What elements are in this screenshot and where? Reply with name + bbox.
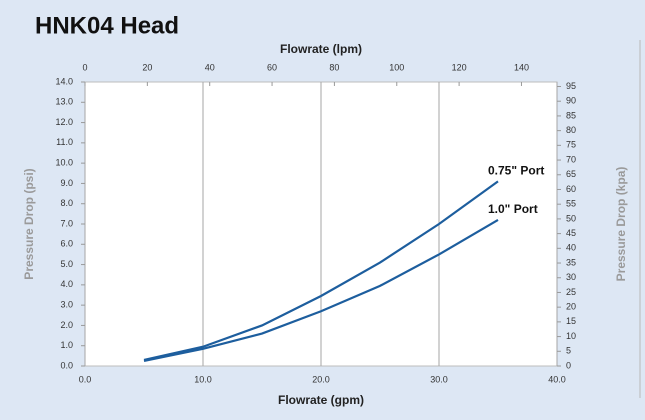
x-tick-label: 0.0: [79, 374, 92, 384]
y2-tick-label: 65: [566, 169, 576, 179]
y-tick-label: 14.0: [55, 76, 73, 86]
y2-tick-label: 50: [566, 213, 576, 223]
x2-tick-label: 80: [329, 62, 339, 72]
series-label: 0.75" Port: [488, 164, 544, 178]
y2-tick-label: 15: [566, 316, 576, 326]
y-tick-label: 11.0: [56, 137, 73, 147]
y-tick-label: 12.0: [55, 117, 73, 127]
series-label: 1.0" Port: [488, 202, 538, 216]
y2-tick-label: 55: [566, 199, 576, 209]
x2-tick-label: 20: [142, 62, 152, 72]
x2-tick-label: 40: [205, 62, 215, 72]
y-tick-label: 6.0: [60, 239, 73, 249]
y-tick-label: 13.0: [55, 97, 73, 107]
y-tick-label: 1.0: [60, 340, 73, 350]
y-tick-label: 0.0: [60, 360, 73, 370]
x-tick-label: 30.0: [430, 374, 448, 384]
x2-tick-label: 60: [267, 62, 277, 72]
y2-tick-label: 25: [566, 287, 576, 297]
y2-tick-label: 95: [566, 81, 576, 91]
y-tick-label: 5.0: [60, 259, 73, 269]
y2-tick-label: 0: [566, 360, 571, 370]
x2-axis-label: Flowrate (lpm): [280, 42, 362, 56]
x-tick-label: 40.0: [548, 374, 566, 384]
x2-tick-label: 0: [82, 62, 87, 72]
x2-tick-label: 120: [452, 62, 467, 72]
x-tick-label: 20.0: [312, 374, 330, 384]
y2-tick-label: 5: [566, 346, 571, 356]
y-tick-label: 9.0: [60, 178, 73, 188]
y-tick-label: 2.0: [60, 320, 73, 330]
y2-tick-label: 60: [566, 184, 576, 194]
y2-tick-label: 30: [566, 272, 576, 282]
y2-axis-label: Pressure Drop (kpa): [614, 167, 628, 282]
series-line: [143, 218, 499, 363]
y-tick-label: 4.0: [60, 279, 73, 289]
series-line: [143, 180, 499, 361]
y2-tick-label: 80: [566, 125, 576, 135]
y-tick-label: 3.0: [60, 300, 73, 310]
x2-tick-label: 140: [514, 62, 529, 72]
x-axis-label: Flowrate (gpm): [278, 393, 364, 407]
y-axis-label: Pressure Drop (psi): [22, 168, 36, 279]
y2-tick-label: 70: [566, 154, 576, 164]
x2-tick-label: 100: [389, 62, 404, 72]
y2-tick-label: 45: [566, 228, 576, 238]
y2-tick-label: 35: [566, 257, 576, 267]
y2-tick-label: 90: [566, 96, 576, 106]
x-tick-label: 10.0: [194, 374, 212, 384]
y2-tick-label: 10: [566, 331, 576, 341]
chart-title: HNK04 Head: [35, 12, 179, 39]
y2-tick-label: 20: [566, 302, 576, 312]
y-tick-label: 7.0: [60, 218, 73, 228]
y2-tick-label: 85: [566, 110, 576, 120]
y2-tick-label: 75: [566, 140, 576, 150]
y-tick-label: 8.0: [60, 198, 73, 208]
y-tick-label: 10.0: [55, 158, 73, 168]
y2-tick-label: 40: [566, 243, 576, 253]
